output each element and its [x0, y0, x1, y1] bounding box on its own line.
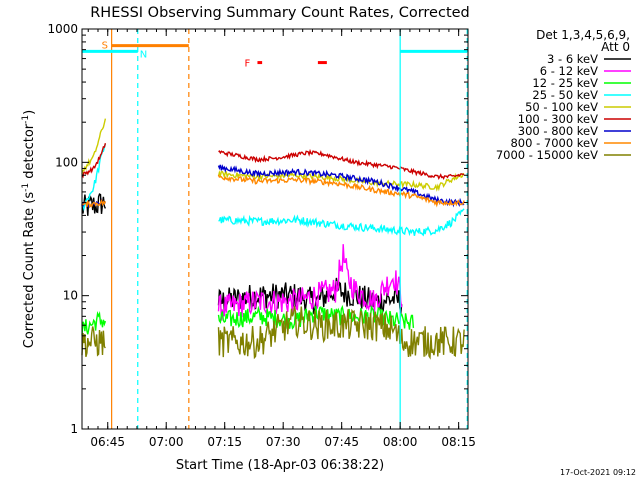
- legend-label-4: 50 - 100 keV: [525, 100, 598, 114]
- series-7-segment-1: [217, 174, 465, 208]
- y-tick-label-1: 10: [63, 289, 78, 303]
- series-5-segment-0: [81, 143, 107, 179]
- legend-title-1: Det 1,3,4,5,6,9,: [536, 28, 630, 42]
- annotation-layer: S N F: [82, 29, 468, 429]
- y-axis-label: Corrected Count Rate (s-1 detector-1): [21, 110, 37, 348]
- legend-label-0: 3 - 6 keV: [547, 52, 598, 66]
- legend-label-6: 300 - 800 keV: [518, 124, 598, 138]
- marker-label-n: N: [140, 49, 147, 60]
- axis-layer: 06:45 07:00 07:15 07:30 07:45 08:00 08:15 1 10 10…: [47, 22, 475, 449]
- x-tick-label-5: 08:00: [383, 435, 418, 449]
- series-4-segment-0: [81, 118, 107, 175]
- series-4-segment-1: [217, 169, 465, 192]
- legend-label-3: 25 - 50 keV: [532, 88, 598, 102]
- x-tick-label-1: 07:00: [149, 435, 184, 449]
- marker-label-f: F: [244, 59, 250, 70]
- x-tick-label-6: 08:15: [441, 435, 476, 449]
- x-tick-label-2: 07:15: [207, 435, 242, 449]
- series-5-segment-1: [218, 148, 465, 180]
- legend-title-2: Att 0: [601, 40, 630, 54]
- series-8-segment-0: [81, 326, 106, 357]
- y-tick-label-3: 1000: [47, 22, 78, 36]
- series-2-segment-0: [81, 310, 107, 336]
- y-tick-label-2: 100: [55, 155, 78, 169]
- series-3-segment-1: [218, 208, 465, 237]
- x-tick-label-4: 07:45: [324, 435, 359, 449]
- chart-title: RHESSI Observing Summary Count Rates, Co…: [90, 5, 470, 21]
- legend-label-7: 800 - 7000 keV: [510, 136, 598, 150]
- series-1-segment-0: [217, 244, 403, 321]
- plot-frame: [81, 28, 469, 430]
- footer-date: 17-Oct-2021 09:12: [560, 468, 636, 477]
- x-axis-label: Start Time (18-Apr-03 06:38:22): [176, 458, 384, 473]
- marker-label-s: S: [102, 41, 108, 52]
- legend-label-2: 12 - 25 keV: [532, 76, 598, 90]
- y-tick-label-0: 1: [70, 422, 78, 436]
- legend-label-1: 6 - 12 keV: [540, 64, 598, 78]
- legend-label-5: 100 - 300 keV: [518, 112, 598, 126]
- x-tick-label-3: 07:30: [266, 435, 301, 449]
- data-layer: [81, 118, 465, 360]
- series-8-segment-1: [217, 305, 465, 360]
- legend-label-8: 7000 - 15000 keV: [496, 148, 598, 162]
- x-tick-label-0: 06:45: [90, 435, 125, 449]
- series-6-segment-1: [217, 164, 465, 208]
